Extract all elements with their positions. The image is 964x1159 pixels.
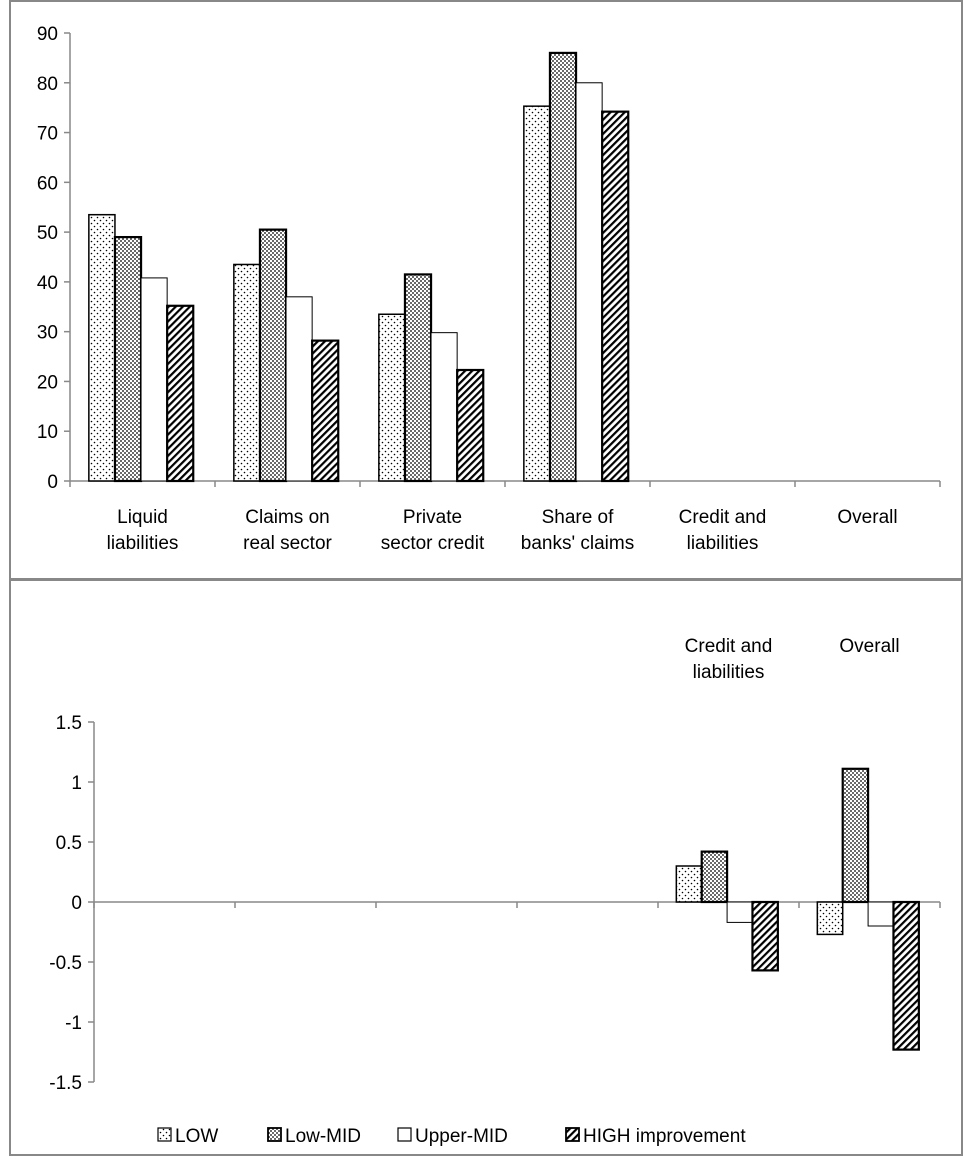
y-tick-label: -1 xyxy=(65,1013,82,1034)
category-label-claims-on-real-sector: Claims on real sector xyxy=(243,507,332,554)
legend-swatch-high-improvement xyxy=(565,1127,580,1142)
y-tick-label: -0.5 xyxy=(49,953,82,974)
legend-label-low-mid: Low-MID xyxy=(285,1126,361,1147)
bar-low-share-of-banks-claims xyxy=(523,105,551,482)
y-tick-label: 1.5 xyxy=(56,713,82,734)
legend-label-high-improvement: HIGH improvement xyxy=(583,1126,746,1147)
y-tick-label: 20 xyxy=(37,372,58,393)
y-tick-label: 80 xyxy=(37,74,58,95)
legend-swatch-upper-mid xyxy=(397,1127,412,1142)
y-tick-label: -1.5 xyxy=(49,1073,82,1094)
bar-low-mid-liquid-liabilities xyxy=(113,235,143,483)
bar-low-private-sector-credit xyxy=(378,313,406,482)
y-tick-label: 0 xyxy=(71,893,82,914)
bar-low-mid-overall xyxy=(841,767,870,904)
bar-upper-mid-claims-on-real-sector xyxy=(285,296,313,482)
bar-high-improvement-overall xyxy=(892,900,920,1051)
chart-legend: LOW Low-MID Upper-MID HIGH improvement xyxy=(157,1126,746,1147)
category-label-liquid-liabilities: Liquid liabilities xyxy=(107,507,179,554)
bar-high-improvement-credit-and-liabilities xyxy=(751,900,779,972)
y-tick-label: 1 xyxy=(71,773,82,794)
legend-label-low: LOW xyxy=(175,1126,218,1147)
bar-low-mid-credit-and-liabilities xyxy=(700,850,729,904)
bar-low-mid-private-sector-credit xyxy=(403,273,433,483)
y-tick-label: 0 xyxy=(47,472,58,493)
y-tick-label: 30 xyxy=(37,323,58,344)
category-label-overall: Overall xyxy=(837,507,897,528)
legend-swatch-low-mid xyxy=(267,1127,282,1142)
bar-low-claims-on-real-sector xyxy=(233,263,261,482)
y-tick-label: 90 xyxy=(37,24,58,45)
y-tick-label: 10 xyxy=(37,422,58,443)
legend-label-upper-mid: Upper-MID xyxy=(415,1126,508,1147)
bar-high-improvement-liquid-liabilities xyxy=(166,304,195,483)
bottom-panel-frame xyxy=(9,579,963,1156)
bar-upper-mid-overall xyxy=(867,901,894,927)
bar-low-credit-and-liabilities xyxy=(675,865,703,903)
category-label-overall: Overall xyxy=(839,636,899,657)
y-tick-label: 70 xyxy=(37,124,58,145)
bottom-chart: -1.5 -1 -0.5 0 0.5 1 1.5 Credit and liabilities O… xyxy=(49,636,941,1094)
bar-upper-mid-credit-and-liabilities xyxy=(726,901,753,923)
bar-upper-mid-private-sector-credit xyxy=(430,332,458,482)
y-tick-label: 60 xyxy=(37,173,58,194)
category-label-private-sector-credit: Private sector credit xyxy=(381,507,485,554)
bar-low-mid-share-of-banks-claims xyxy=(548,51,578,483)
y-tick-label: 40 xyxy=(37,273,58,294)
bar-high-improvement-share-of-banks-claims xyxy=(601,110,630,483)
y-tick-label: 0.5 xyxy=(56,833,82,854)
category-label-credit-and-liabilities: Credit and liabilities xyxy=(685,636,773,683)
legend-swatch-low xyxy=(157,1127,172,1142)
category-label-share-of-banks-claims: Share of banks' claims xyxy=(521,507,634,554)
bar-high-improvement-private-sector-credit xyxy=(456,368,485,483)
top-chart: 0 10 20 30 40 50 60 70 80 90 Liquid liabilities Clai… xyxy=(37,24,941,554)
bar-upper-mid-share-of-banks-claims xyxy=(575,82,603,482)
category-label-credit-and-liabilities: Credit and liabilities xyxy=(679,507,767,554)
bar-low-liquid-liabilities xyxy=(88,213,116,482)
bar-low-mid-claims-on-real-sector xyxy=(258,228,288,483)
bar-upper-mid-liquid-liabilities xyxy=(140,277,168,482)
bar-high-improvement-claims-on-real-sector xyxy=(311,339,340,483)
y-tick-label: 50 xyxy=(37,223,58,244)
bar-low-overall xyxy=(816,901,844,936)
